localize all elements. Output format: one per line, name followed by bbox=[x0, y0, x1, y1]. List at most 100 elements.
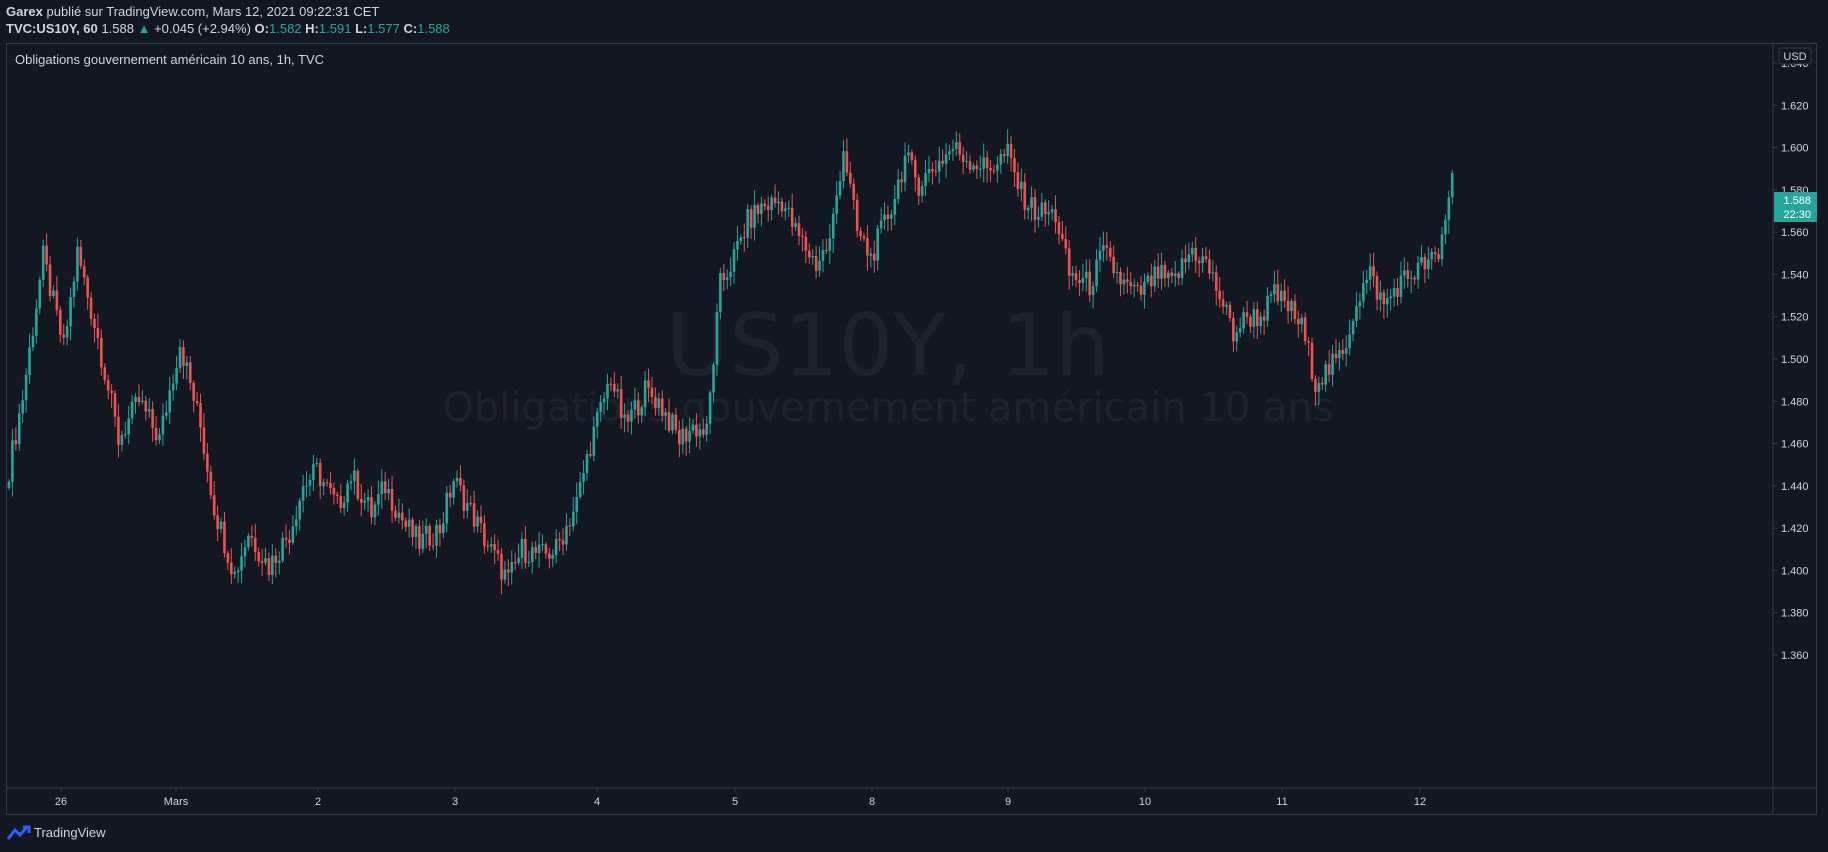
candle-down[interactable] bbox=[961, 154, 965, 162]
candle-down[interactable] bbox=[431, 545, 435, 547]
candle-down[interactable] bbox=[202, 427, 206, 454]
candle-down[interactable] bbox=[1177, 273, 1180, 279]
candle-down[interactable] bbox=[934, 171, 938, 173]
candle-down[interactable] bbox=[701, 429, 705, 435]
candle-up[interactable] bbox=[407, 519, 411, 527]
candle-up[interactable] bbox=[1362, 283, 1365, 302]
candle-up[interactable] bbox=[1389, 296, 1392, 299]
candle-up[interactable] bbox=[708, 392, 712, 424]
candle-up[interactable] bbox=[298, 500, 301, 520]
candle-up[interactable] bbox=[1444, 219, 1447, 235]
candle-up[interactable] bbox=[1447, 197, 1451, 220]
candle-up[interactable] bbox=[1266, 296, 1269, 321]
candle-up[interactable] bbox=[168, 390, 172, 413]
candlestick-chart[interactable]: US10Y, 1h Obligations gouvernement améri… bbox=[6, 43, 1817, 815]
candle-up[interactable] bbox=[11, 440, 14, 482]
candle-down[interactable] bbox=[931, 169, 934, 172]
candle-down[interactable] bbox=[59, 310, 62, 335]
candle-up[interactable] bbox=[421, 533, 425, 549]
candle-down[interactable] bbox=[332, 487, 336, 495]
candle-down[interactable] bbox=[1105, 245, 1109, 248]
candle-down[interactable] bbox=[743, 237, 746, 239]
candle-up[interactable] bbox=[1242, 312, 1245, 329]
candle-down[interactable] bbox=[1057, 222, 1061, 235]
candle-up[interactable] bbox=[76, 246, 79, 282]
candle-down[interactable] bbox=[900, 179, 903, 183]
candle-up[interactable] bbox=[435, 524, 438, 546]
candle-down[interactable] bbox=[1218, 290, 1221, 300]
candle-up[interactable] bbox=[1091, 286, 1095, 296]
candle-up[interactable] bbox=[725, 277, 729, 281]
candle-down[interactable] bbox=[383, 481, 387, 494]
candle-up[interactable] bbox=[1160, 264, 1163, 279]
candle-up[interactable] bbox=[489, 544, 493, 547]
candle-down[interactable] bbox=[534, 547, 537, 553]
candle-down[interactable] bbox=[780, 201, 784, 212]
candle-down[interactable] bbox=[626, 414, 630, 422]
candle-up[interactable] bbox=[291, 526, 295, 543]
candle-down[interactable] bbox=[336, 494, 339, 497]
candle-down[interactable] bbox=[359, 498, 363, 503]
candle-up[interactable] bbox=[691, 424, 695, 431]
candle-up[interactable] bbox=[811, 255, 814, 258]
candle-up[interactable] bbox=[503, 569, 507, 580]
candle-up[interactable] bbox=[1030, 197, 1033, 208]
candle-up[interactable] bbox=[965, 161, 968, 163]
candle-up[interactable] bbox=[1238, 328, 1242, 333]
candle-up[interactable] bbox=[363, 500, 366, 503]
candle-down[interactable] bbox=[260, 561, 264, 563]
candle-down[interactable] bbox=[459, 477, 462, 486]
candle-up[interactable] bbox=[387, 488, 390, 494]
candle-up[interactable] bbox=[732, 249, 736, 272]
candle-down[interactable] bbox=[79, 246, 83, 266]
candle-down[interactable] bbox=[500, 553, 503, 580]
candle-down[interactable] bbox=[766, 206, 770, 210]
candle-up[interactable] bbox=[1358, 301, 1362, 307]
candle-up[interactable] bbox=[729, 271, 732, 278]
candle-down[interactable] bbox=[1088, 271, 1092, 296]
candle-down[interactable] bbox=[859, 231, 862, 237]
candle-down[interactable] bbox=[749, 209, 753, 228]
candle-down[interactable] bbox=[1249, 316, 1252, 327]
candle-down[interactable] bbox=[230, 562, 233, 575]
candle-down[interactable] bbox=[1197, 260, 1201, 264]
candle-down[interactable] bbox=[941, 160, 944, 164]
candle-up[interactable] bbox=[595, 411, 599, 427]
tradingview-brand[interactable]: TradingView bbox=[34, 825, 106, 840]
candle-up[interactable] bbox=[349, 481, 353, 484]
candle-down[interactable] bbox=[1064, 238, 1068, 249]
candle-up[interactable] bbox=[1368, 266, 1372, 280]
candle-up[interactable] bbox=[1420, 257, 1423, 263]
candle-up[interactable] bbox=[1403, 270, 1406, 276]
tradingview-logo-icon[interactable] bbox=[7, 825, 31, 841]
candle-up[interactable] bbox=[698, 429, 702, 437]
candle-up[interactable] bbox=[876, 228, 879, 261]
candle-down[interactable] bbox=[1119, 271, 1122, 285]
candle-up[interactable] bbox=[1026, 207, 1030, 211]
candle-down[interactable] bbox=[1156, 266, 1160, 279]
candle-up[interactable] bbox=[1385, 298, 1389, 305]
candle-down[interactable] bbox=[404, 520, 408, 527]
candle-down[interactable] bbox=[975, 165, 979, 170]
candle-up[interactable] bbox=[455, 477, 459, 482]
candle-up[interactable] bbox=[978, 168, 982, 170]
candle-up[interactable] bbox=[65, 326, 69, 338]
candle-down[interactable] bbox=[1423, 257, 1427, 270]
candle-down[interactable] bbox=[1108, 247, 1112, 257]
candle-down[interactable] bbox=[110, 390, 113, 394]
candle-down[interactable] bbox=[1194, 247, 1198, 261]
candle-up[interactable] bbox=[972, 165, 975, 170]
candle-down[interactable] bbox=[1303, 317, 1307, 342]
candle-up[interactable] bbox=[52, 290, 55, 296]
candle-down[interactable] bbox=[151, 409, 154, 428]
candle-down[interactable] bbox=[472, 503, 476, 527]
candle-up[interactable] bbox=[1355, 306, 1358, 321]
candle-down[interactable] bbox=[401, 512, 404, 521]
candle-up[interactable] bbox=[233, 572, 237, 575]
candle-down[interactable] bbox=[250, 535, 254, 538]
candle-down[interactable] bbox=[1126, 279, 1129, 283]
candle-up[interactable] bbox=[161, 415, 165, 435]
candle-up[interactable] bbox=[72, 281, 76, 298]
candle-down[interactable] bbox=[845, 151, 849, 173]
candle-up[interactable] bbox=[541, 544, 544, 546]
